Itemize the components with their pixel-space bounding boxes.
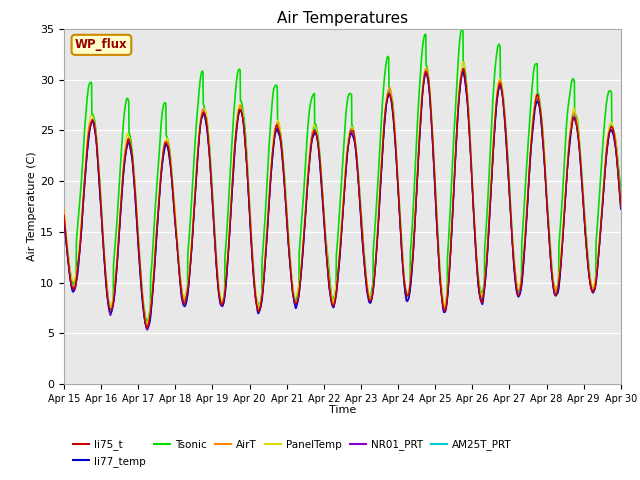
- Y-axis label: Air Temperature (C): Air Temperature (C): [28, 152, 37, 261]
- X-axis label: Time: Time: [329, 405, 356, 415]
- Legend: li75_t, li77_temp, Tsonic, AirT, PanelTemp, NR01_PRT, AM25T_PRT: li75_t, li77_temp, Tsonic, AirT, PanelTe…: [69, 435, 516, 471]
- Text: WP_flux: WP_flux: [75, 38, 128, 51]
- Title: Air Temperatures: Air Temperatures: [277, 11, 408, 26]
